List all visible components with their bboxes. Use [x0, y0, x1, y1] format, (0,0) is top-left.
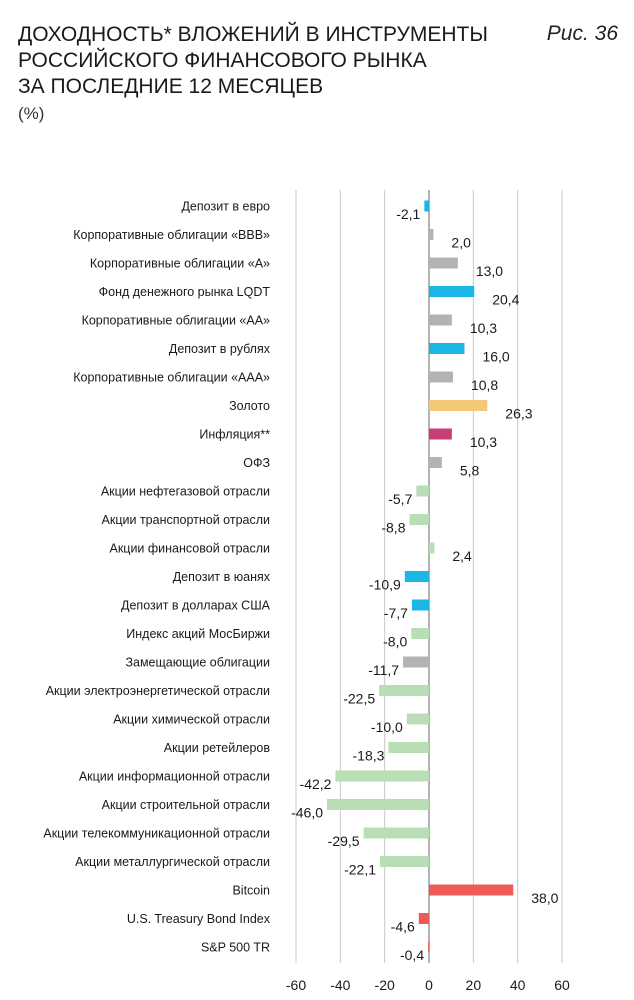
- category-label: Акции информационной отрасли: [79, 770, 270, 784]
- data-label: 10,8: [471, 377, 498, 393]
- chart-title-line-3: за последние 12 месяцев: [18, 75, 324, 98]
- data-label: -10,0: [371, 719, 403, 735]
- data-label: 20,4: [492, 292, 519, 308]
- category-label: Акции нефтегазовой отрасли: [101, 485, 270, 499]
- x-tick-label: -20: [375, 977, 395, 993]
- category-label: Акции строительной отрасли: [102, 798, 270, 812]
- bar: [429, 457, 442, 468]
- category-label: Депозит в рублях: [169, 342, 271, 356]
- bar: [403, 656, 429, 668]
- data-label: -10,9: [369, 577, 401, 593]
- bar: [411, 599, 429, 611]
- data-label: -2,1: [396, 206, 420, 222]
- data-label: 13,0: [476, 263, 503, 279]
- category-label: U.S. Treasury Bond Index: [127, 912, 271, 926]
- data-label: -5,7: [388, 491, 412, 507]
- category-label: Акции финансовой отрасли: [109, 542, 270, 556]
- data-label: -7,7: [384, 605, 408, 621]
- x-tick-label: 0: [425, 977, 433, 993]
- x-tick-label: 20: [466, 977, 482, 993]
- data-label: -4,6: [391, 919, 415, 935]
- category-label: Индекс акций МосБиржи: [126, 627, 270, 641]
- category-label: Bitcoin: [232, 884, 270, 898]
- x-tick-label: 40: [510, 977, 526, 993]
- category-label: Акции ретейлеров: [164, 741, 271, 755]
- bar: [429, 314, 452, 326]
- bar: [428, 941, 430, 953]
- data-label: -22,1: [344, 862, 376, 878]
- data-label: -46,0: [291, 805, 323, 821]
- category-label: Корпоративные облигации «А»: [90, 257, 270, 271]
- data-label: -8,0: [383, 634, 407, 650]
- data-label: 38,0: [531, 890, 558, 906]
- bar: [327, 799, 429, 810]
- x-tick-label: -40: [330, 977, 350, 993]
- data-label: 5,8: [460, 463, 480, 479]
- data-label: -0,4: [400, 947, 424, 963]
- bar: [424, 200, 429, 212]
- x-tick-label: -60: [286, 977, 306, 993]
- data-label: 16,0: [482, 349, 509, 365]
- category-label: Депозит в долларах США: [121, 599, 271, 613]
- category-label: Депозит в евро: [181, 200, 270, 214]
- category-label: Инфляция**: [199, 428, 270, 442]
- data-label: 2,4: [452, 548, 472, 564]
- bar: [411, 628, 429, 639]
- chart-title-line-1: Доходность* вложений в инструменты: [18, 23, 488, 46]
- category-label: S&P 500 TR: [201, 941, 270, 955]
- category-label: Акции электроэнергетической отрасли: [46, 684, 270, 698]
- data-label: -18,3: [353, 748, 385, 764]
- data-label: -22,5: [343, 691, 375, 707]
- category-label: Акции транспортной отрасли: [102, 513, 270, 527]
- category-label: Золото: [229, 399, 270, 413]
- bar: [388, 742, 429, 753]
- category-label: Акции металлургической отрасли: [75, 855, 270, 869]
- bar: [416, 485, 429, 497]
- chart-title-line-2: российского финансового рынка: [18, 49, 427, 72]
- bar: [429, 542, 435, 554]
- category-label: Акции телекоммуникационной отрасли: [43, 827, 270, 841]
- bar: [409, 514, 429, 525]
- category-label: Корпоративные облигации «ВВВ»: [73, 228, 270, 242]
- category-label: Замещающие облигации: [125, 656, 270, 670]
- bar: [406, 713, 429, 725]
- figure-label: Рис. 36: [546, 22, 618, 45]
- category-label: Корпоративные облигации «АА»: [82, 314, 270, 328]
- data-label: -11,7: [368, 662, 399, 678]
- bar: [418, 913, 429, 924]
- bar: [404, 571, 429, 582]
- bar: [429, 400, 488, 411]
- chart-title: Доходность* вложений в инструменты росси…: [18, 22, 498, 100]
- data-label: 2,0: [451, 235, 471, 251]
- data-label: 10,3: [470, 320, 497, 336]
- bar: [380, 856, 429, 867]
- bar: [363, 827, 429, 839]
- data-label: -42,2: [300, 776, 332, 792]
- bar: [429, 884, 514, 896]
- data-label: 10,3: [470, 434, 497, 450]
- bar: [429, 286, 475, 297]
- category-label: Корпоративные облигации «ААА»: [73, 371, 270, 385]
- bar: [429, 229, 434, 240]
- data-label: -29,5: [328, 833, 360, 849]
- bar: [429, 343, 465, 354]
- category-label: Депозит в юанях: [173, 570, 271, 584]
- bar: [429, 257, 458, 269]
- data-label: -8,8: [381, 520, 405, 536]
- bar: [379, 685, 429, 696]
- data-label: 26,3: [505, 406, 532, 422]
- category-label: Акции химической отрасли: [113, 713, 270, 727]
- x-tick-label: 60: [554, 977, 570, 993]
- bar: [335, 770, 429, 782]
- unit-label: (%): [18, 104, 45, 123]
- category-label: Фонд денежного рынка LQDT: [99, 285, 271, 299]
- category-label: ОФЗ: [243, 456, 270, 470]
- bar: [429, 371, 453, 383]
- bar: [429, 428, 452, 440]
